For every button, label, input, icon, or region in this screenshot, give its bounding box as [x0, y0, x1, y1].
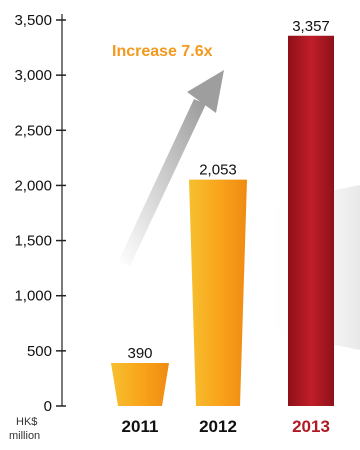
- category-label-2012: 2012: [199, 417, 237, 436]
- bar-2011: [111, 362, 169, 406]
- y-axis-ticks: 0 500 1,000 1,500 2,000 2,500 3,000 3,500: [14, 12, 66, 415]
- y-tick-label: 0: [44, 398, 52, 415]
- category-label-2013: 2013: [292, 417, 330, 436]
- value-label-2012: 2,053: [199, 162, 237, 179]
- y-tick-label: 500: [27, 343, 52, 360]
- y-tick-label: 3,500: [14, 12, 52, 29]
- value-label-2011: 390: [127, 345, 152, 362]
- y-tick-label: 2,500: [14, 122, 52, 139]
- bar-2013: [288, 35, 334, 406]
- y-tick-label: 1,500: [14, 233, 52, 250]
- bar-2012: [189, 179, 247, 406]
- growth-arrow-icon: [118, 70, 224, 266]
- category-label-2011: 2011: [122, 417, 159, 436]
- y-tick-label: 3,000: [14, 67, 52, 84]
- bars-group: 390 2011 2,053 2012 3,357 2013: [111, 18, 334, 436]
- y-tick-label: 1,000: [14, 288, 52, 305]
- value-label-2013: 3,357: [292, 18, 330, 35]
- increase-annotation: Increase 7.6x: [112, 43, 213, 60]
- y-tick-label: 2,000: [14, 177, 52, 194]
- unit-label-line1: HK$: [16, 416, 37, 428]
- unit-label-line2: million: [9, 430, 40, 442]
